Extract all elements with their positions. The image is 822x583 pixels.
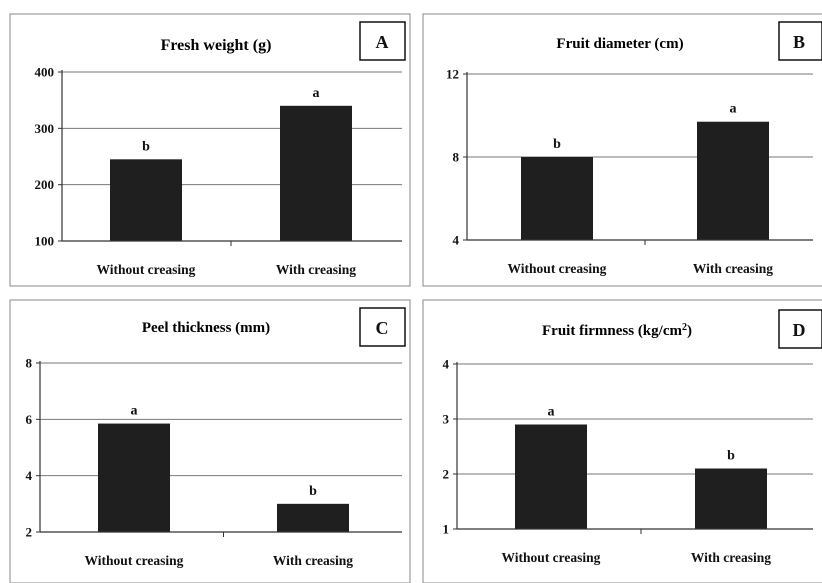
chart-a-category-label: Without creasing bbox=[97, 262, 196, 277]
chart-c-significance-label: b bbox=[309, 484, 317, 499]
chart-c-svg: C Peel thickness (mm) 2 4 6 8 a Without creas… bbox=[9, 299, 411, 583]
chart-d-title-sup: 2 bbox=[682, 322, 687, 333]
chart-c-ytick-label: 8 bbox=[26, 356, 33, 371]
chart-d-title-main: Fruit firmness (kg/cm bbox=[542, 323, 682, 339]
panel-a-letter-box bbox=[359, 21, 406, 61]
chart-d-ytick-label: 1 bbox=[443, 522, 450, 537]
chart-a-ytick-label: 300 bbox=[35, 121, 55, 136]
chart-a-svg: A Fresh weight (g) 100 200 300 400 b Without … bbox=[9, 13, 411, 287]
chart-c-frame bbox=[9, 299, 411, 583]
chart-d-bar bbox=[515, 424, 587, 529]
chart-d-ytick-label: 3 bbox=[443, 412, 450, 427]
chart-b-category-label: With creasing bbox=[693, 261, 773, 276]
chart-c-significance-label: a bbox=[131, 404, 138, 419]
panel-a-letter: A bbox=[376, 32, 389, 52]
chart-b-frame bbox=[422, 13, 822, 287]
chart-a-category-label: With creasing bbox=[276, 262, 356, 277]
chart-c-ytick-label: 4 bbox=[26, 468, 33, 483]
chart-b-ytick-label: 4 bbox=[453, 233, 460, 248]
chart-a-title: Fresh weight (g) bbox=[161, 37, 272, 54]
chart-d-bar bbox=[695, 468, 767, 529]
panel-d-letter: D bbox=[793, 320, 806, 340]
chart-d-frame bbox=[422, 299, 822, 583]
chart-b-ytick-label: 8 bbox=[453, 150, 460, 165]
panel-b-letter-box bbox=[778, 21, 822, 61]
chart-c-category-label: Without creasing bbox=[85, 553, 184, 568]
chart-d-title: Fruit firmness (kg/cm2) bbox=[542, 322, 692, 340]
chart-b-category-label: Without creasing bbox=[508, 261, 607, 276]
chart-d-category-label: Without creasing bbox=[502, 550, 601, 565]
chart-b-significance-label: b bbox=[553, 137, 561, 152]
chart-b-bar bbox=[697, 121, 769, 240]
chart-a-significance-label: b bbox=[142, 139, 150, 154]
chart-a-ytick-label: 400 bbox=[35, 65, 55, 80]
chart-a-bar bbox=[110, 159, 182, 241]
chart-d-ytick-label: 2 bbox=[443, 467, 450, 482]
chart-panel-d: D Fruit firmness (kg/cm2) 1 2 3 4 a Without c… bbox=[413, 292, 822, 583]
chart-a-significance-label: a bbox=[313, 86, 320, 101]
chart-c-bar bbox=[98, 423, 170, 532]
chart-c-ytick-label: 6 bbox=[26, 412, 33, 427]
chart-panel-b: B Fruit diameter (cm) 4 8 12 b Without creas… bbox=[413, 0, 822, 292]
chart-c-ytick-label: 2 bbox=[26, 525, 33, 540]
chart-a-bar bbox=[280, 105, 352, 241]
chart-b-significance-label: a bbox=[730, 102, 737, 117]
chart-d-significance-label: a bbox=[548, 405, 555, 420]
chart-c-category-label: With creasing bbox=[273, 553, 353, 568]
chart-d-ytick-label: 4 bbox=[443, 357, 450, 372]
chart-a-frame bbox=[9, 13, 411, 287]
chart-b-title: Fruit diameter (cm) bbox=[556, 36, 683, 52]
chart-a-ytick-label: 100 bbox=[35, 234, 55, 249]
panel-d-letter-box bbox=[778, 309, 822, 349]
chart-c-title: Peel thickness (mm) bbox=[142, 320, 270, 336]
chart-b-bar bbox=[521, 157, 593, 240]
chart-d-category-label: With creasing bbox=[691, 550, 771, 565]
chart-c-bar bbox=[277, 503, 349, 532]
chart-d-title-end: ) bbox=[687, 323, 692, 339]
chart-b-ytick-label: 12 bbox=[446, 67, 459, 82]
panel-c-letter: C bbox=[376, 318, 389, 338]
chart-d-significance-label: b bbox=[727, 449, 735, 464]
chart-a-ytick-label: 200 bbox=[35, 177, 55, 192]
chart-panel-a: A Fresh weight (g) 100 200 300 400 b Without … bbox=[0, 0, 413, 292]
panel-c-letter-box bbox=[359, 307, 406, 347]
chart-b-svg: B Fruit diameter (cm) 4 8 12 b Without creas… bbox=[422, 13, 822, 287]
panel-b-letter: B bbox=[793, 32, 805, 52]
chart-panel-c: C Peel thickness (mm) 2 4 6 8 a Without creas… bbox=[0, 292, 413, 583]
